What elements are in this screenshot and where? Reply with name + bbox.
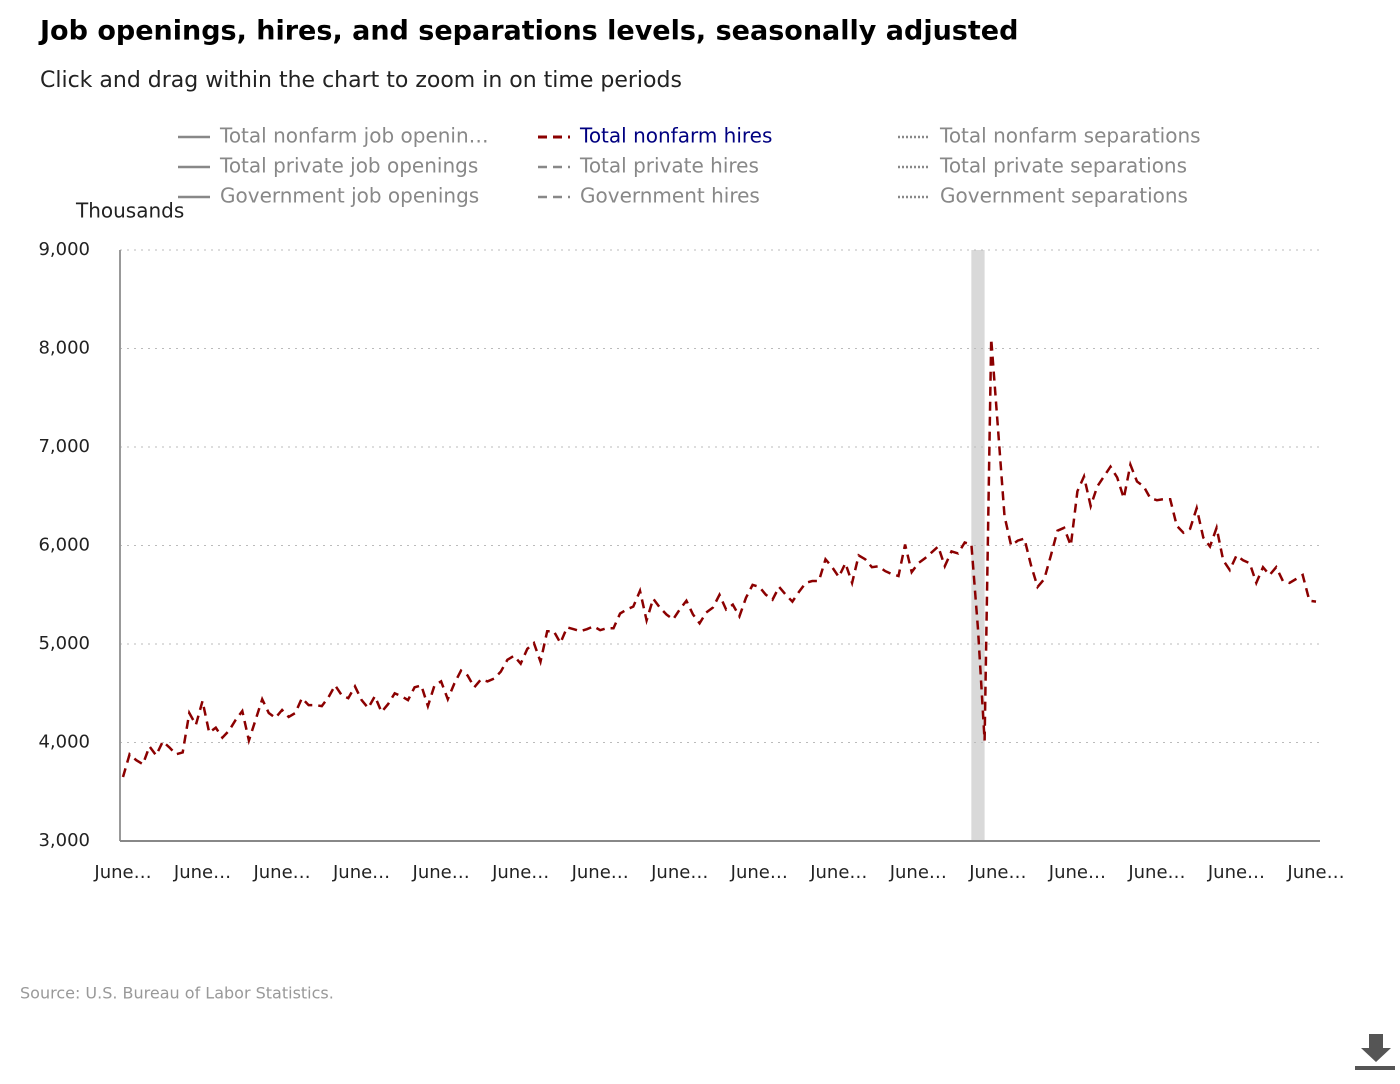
y-tick-label: 3,000 — [38, 830, 90, 851]
legend-item[interactable]: Total nonfarm separations — [898, 124, 1201, 148]
y-tick-label: 7,000 — [38, 436, 90, 457]
download-base[interactable] — [1355, 1066, 1395, 1070]
y-tick-label: 5,000 — [38, 633, 90, 654]
x-tick-label: June… — [730, 862, 788, 883]
legend-item[interactable]: Total private separations — [898, 154, 1187, 178]
chart-subtitle: Click and drag within the chart to zoom … — [40, 68, 682, 93]
legend-item[interactable]: Total private hires — [538, 154, 759, 178]
x-tick-label: June… — [332, 862, 390, 883]
legend-label[interactable]: Total nonfarm hires — [579, 124, 772, 148]
x-tick-label: June… — [1048, 862, 1106, 883]
legend-label[interactable]: Total nonfarm separations — [939, 124, 1201, 148]
y-tick-label: 9,000 — [38, 239, 90, 260]
series-line — [121, 338, 1317, 778]
legend-item[interactable]: Government job openings — [178, 184, 479, 208]
legend-label[interactable]: Government separations — [940, 184, 1188, 208]
y-axis-title: Thousands — [75, 199, 184, 223]
legend-label[interactable]: Total nonfarm job openin… — [219, 124, 489, 148]
legend-label[interactable]: Government job openings — [220, 184, 479, 208]
y-tick-label: 4,000 — [38, 732, 90, 753]
x-tick-label: June… — [1127, 862, 1185, 883]
x-tick-label: June… — [93, 862, 151, 883]
legend-label[interactable]: Total private hires — [579, 154, 759, 178]
x-tick-label: June… — [491, 862, 549, 883]
x-tick-label: June… — [1207, 862, 1265, 883]
download-icon[interactable] — [1361, 1034, 1391, 1062]
legend-label[interactable]: Government hires — [580, 184, 760, 208]
source: Source: U.S. Bureau of Labor Statistics. — [20, 984, 334, 1003]
x-tick-label: June… — [968, 862, 1026, 883]
y-tick-label: 6,000 — [38, 535, 90, 556]
x-tick-label: June… — [571, 862, 629, 883]
x-tick-label: June… — [650, 862, 708, 883]
legend-item[interactable]: Total nonfarm job openin… — [178, 124, 489, 148]
x-tick-label: June… — [809, 862, 867, 883]
legend-item[interactable]: Government separations — [898, 184, 1188, 208]
y-tick-label: 8,000 — [38, 338, 90, 359]
legend-item[interactable]: Total nonfarm hires — [538, 124, 772, 148]
x-tick-label: June… — [889, 862, 947, 883]
legend-item[interactable]: Total private job openings — [178, 154, 478, 178]
legend-label[interactable]: Total private job openings — [219, 154, 478, 178]
x-tick-label: June… — [412, 862, 470, 883]
shaded-period — [971, 250, 985, 841]
x-tick-label: June… — [1286, 862, 1344, 883]
chart-title: Job openings, hires, and separations lev… — [38, 16, 1018, 47]
x-tick-label: June… — [173, 862, 231, 883]
legend-item[interactable]: Government hires — [538, 184, 760, 208]
legend-label[interactable]: Total private separations — [939, 154, 1187, 178]
x-tick-label: June… — [252, 862, 310, 883]
download-button[interactable] — [1352, 1030, 1396, 1074]
